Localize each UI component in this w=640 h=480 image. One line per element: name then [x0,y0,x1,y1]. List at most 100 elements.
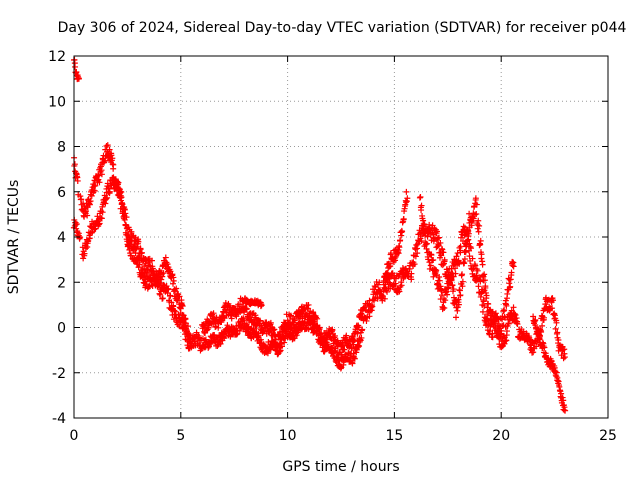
data-point [96,179,103,186]
data-point [349,360,356,367]
data-point [420,220,427,227]
data-point [463,241,470,248]
data-point [185,323,192,330]
data-point [98,171,105,178]
data-point [512,311,519,318]
data-point [392,257,399,264]
data-point [421,221,428,228]
data-point [561,354,568,361]
data-point [307,308,314,315]
data-point [376,279,383,286]
data-point [255,330,262,337]
data-point [423,245,430,252]
data-point [99,209,106,216]
data-point [169,271,176,278]
data-point [387,263,394,270]
data-point [106,146,113,153]
data-point [541,314,548,321]
axis-ticks: 0 5 10 15 20 25 -4 -2 0 2 4 6 8 10 12 [48,49,617,444]
data-point [75,75,82,82]
data-point [418,202,425,209]
data-point [299,315,306,322]
data-point [313,314,320,321]
data-point [354,330,361,337]
data-point [403,199,410,206]
data-point [176,323,183,330]
data-point [532,322,539,329]
data-point [450,286,457,293]
data-point [514,321,521,328]
data-point [464,237,471,244]
data-point [423,240,430,247]
data-point [477,278,484,285]
data-point [501,306,508,313]
data-point [468,245,475,252]
data-point [165,286,172,293]
x-tick-label: 15 [385,428,403,444]
data-point [459,278,466,285]
data-point [133,243,140,250]
data-point [351,355,358,362]
data-point [482,289,489,296]
data-point [341,346,348,353]
data-point [453,253,460,260]
data-point [368,307,375,314]
data-point [508,307,515,314]
data-point [507,283,514,290]
data-point [446,265,453,272]
data-point [474,267,481,274]
data-point [560,397,567,404]
chart-title: Day 306 of 2024, Sidereal Day-to-day VTE… [58,20,627,36]
data-point [106,188,113,195]
data-point [86,201,93,208]
data-point [371,283,378,290]
data-point [473,201,480,208]
x-tick-label: 20 [492,428,510,444]
data-point [417,194,424,201]
x-tick-label: 0 [70,428,79,444]
data-point [479,261,486,268]
data-point [252,312,259,319]
data-point [72,63,79,70]
data-point [158,276,165,283]
data-point [212,324,219,331]
data-point [399,228,406,235]
data-point [157,291,164,298]
data-point [267,319,274,326]
data-point [475,228,482,235]
data-point [457,243,464,250]
data-point [475,283,482,290]
data-point [492,314,499,321]
data-point [377,288,384,295]
data-point [473,272,480,279]
data-point [457,292,464,299]
data-point [428,251,435,258]
data-point [470,215,477,222]
data-point [536,332,543,339]
data-point [81,250,88,257]
data-point [159,273,166,280]
data-point [101,157,108,164]
data-point [533,343,540,350]
data-point [144,266,151,273]
data-point [314,325,321,332]
data-point [104,142,111,149]
data-point [440,295,447,302]
data-point [532,316,539,323]
data-point [497,330,504,337]
data-point [137,246,144,253]
data-point [422,241,429,248]
data-point [478,251,485,258]
data-point [461,260,468,267]
data-point [465,230,472,237]
x-axis-label: GPS time / hours [282,459,399,475]
data-point [396,288,403,295]
data-point [468,222,475,229]
data-point [271,338,278,345]
data-point [135,264,142,271]
data-point [110,161,117,168]
y-tick-label: 8 [57,140,66,156]
data-point [475,217,482,224]
data-point [343,332,350,339]
